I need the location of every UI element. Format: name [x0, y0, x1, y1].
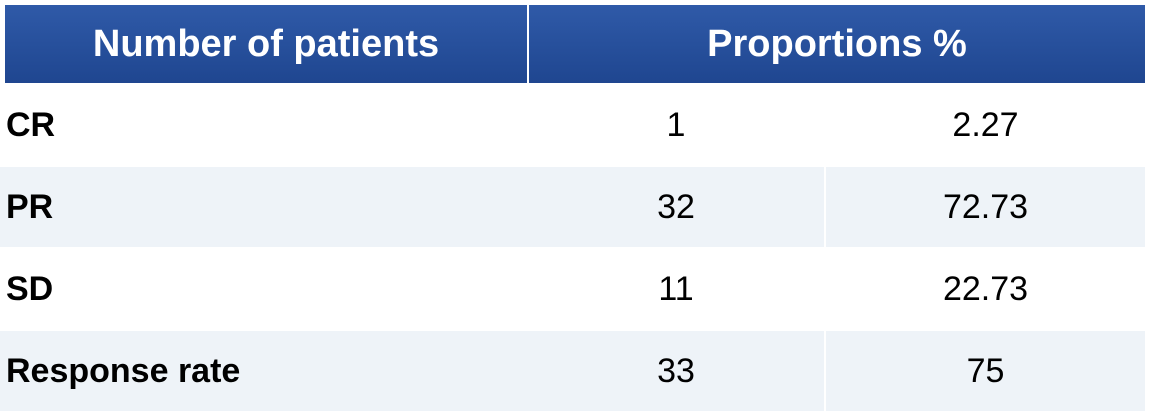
row-label: Response rate — [0, 331, 528, 411]
count-cell: 1 — [666, 105, 686, 144]
proportion-cell: 22.73 — [942, 269, 1029, 308]
row-label: SD — [6, 269, 54, 308]
proportion-cell: 75 — [826, 331, 1145, 411]
proportion-cell: 72.73 — [826, 167, 1145, 247]
count-cell: 33 — [528, 331, 824, 411]
row-label: PR — [0, 167, 528, 247]
row-label: CR — [6, 105, 56, 144]
count-cell: 11 — [658, 269, 694, 308]
proportion-cell: 2.27 — [952, 105, 1019, 144]
count-cell: 32 — [528, 167, 824, 247]
header-cell: Proportions % — [529, 5, 1145, 83]
header-cell: Number of patients — [5, 5, 527, 83]
